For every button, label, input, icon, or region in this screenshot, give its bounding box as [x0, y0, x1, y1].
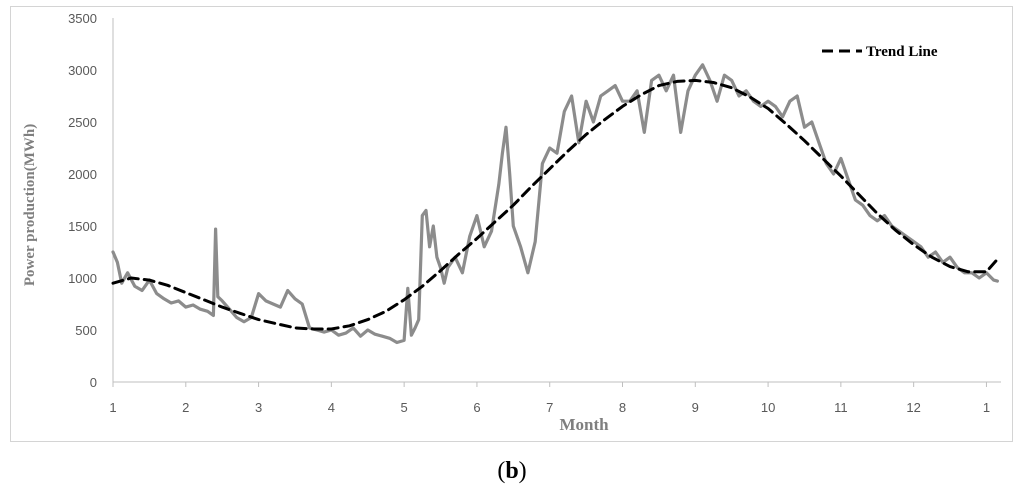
x-tick-labels: 1 2 3 4 5 6 7 8 9 10 11 12 1 — [109, 400, 990, 415]
x-tick-marks — [112, 382, 987, 387]
x-tick-label: 1 — [109, 400, 116, 415]
y-tick-labels: 0 500 1000 1500 2000 2500 3000 3500 — [68, 11, 97, 390]
y-tick-label: 2000 — [68, 167, 97, 182]
x-tick-label: 10 — [761, 400, 775, 415]
x-axis-title: Month — [559, 415, 609, 434]
legend-trend-line-label: Trend Line — [866, 44, 938, 60]
y-tick-label: 2500 — [68, 115, 97, 130]
trend-line-series — [111, 78, 999, 331]
legend: Trend Line — [822, 44, 938, 60]
x-tick-label: 1 — [983, 400, 990, 415]
x-tick-label: 3 — [255, 400, 262, 415]
chart-frame — [10, 6, 1013, 442]
y-tick-label: 0 — [90, 375, 97, 390]
x-tick-label: 7 — [546, 400, 553, 415]
y-tick-label: 3500 — [68, 11, 97, 26]
panel-label: (b) — [497, 458, 527, 484]
x-tick-label: 8 — [619, 400, 626, 415]
y-tick-label: 3000 — [68, 63, 97, 78]
x-tick-label: 11 — [834, 400, 848, 415]
x-tick-label: 2 — [182, 400, 189, 415]
y-tick-label: 500 — [75, 323, 97, 338]
y-tick-label: 1000 — [68, 271, 97, 286]
x-tick-label: 4 — [328, 400, 335, 415]
x-tick-label: 9 — [692, 400, 699, 415]
y-axis-title: Power production(MWh) — [22, 124, 38, 286]
series-layer — [111, 63, 1000, 345]
y-tick-label: 1500 — [68, 219, 97, 234]
panel-label-letter: b — [505, 458, 519, 484]
power-production-series — [111, 63, 1000, 345]
x-tick-label: 6 — [473, 400, 480, 415]
x-tick-label: 12 — [906, 400, 920, 415]
x-tick-label: 5 — [401, 400, 408, 415]
